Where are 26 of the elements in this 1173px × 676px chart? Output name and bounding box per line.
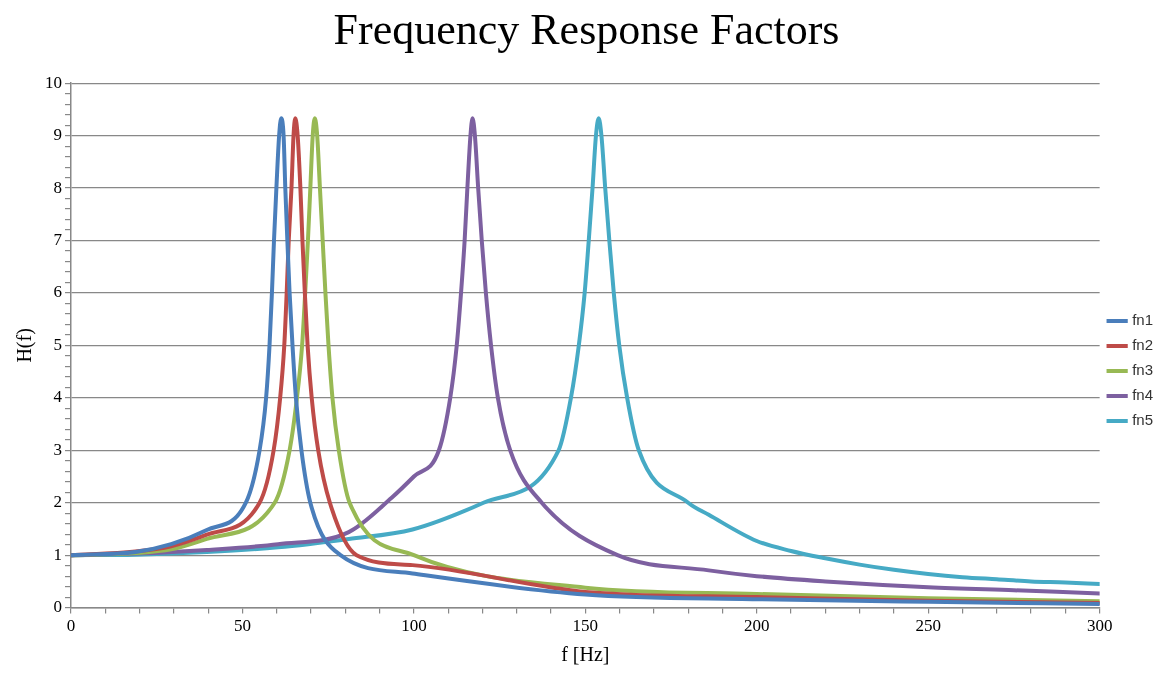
x-tick-label: 100	[401, 616, 427, 636]
x-tick-label: 150	[572, 616, 599, 636]
y-tick-label: 5	[53, 334, 62, 354]
x-tick-label: 250	[915, 616, 941, 636]
x-tick-label: 300	[1086, 616, 1113, 636]
y-tick-label: 6	[53, 282, 62, 302]
y-tick-label: 2	[53, 492, 62, 512]
x-tick-label: 50	[233, 616, 251, 636]
y-tick-label: 3	[53, 439, 62, 459]
legend-label: fn5	[1132, 411, 1154, 429]
y-tick-label: 1	[53, 544, 62, 564]
x-tick-label: 200	[744, 616, 770, 636]
legend-label: fn1	[1132, 311, 1154, 329]
x-tick-label: 0	[66, 616, 76, 636]
y-tick-label: 10	[45, 72, 62, 92]
y-tick-label: 0	[53, 597, 62, 617]
y-tick-label: 8	[53, 177, 62, 197]
legend-label: fn2	[1132, 336, 1154, 354]
y-tick-label: 7	[53, 229, 63, 249]
chart-title: Frequency Response Factors	[332, 4, 841, 55]
legend-label: fn3	[1132, 361, 1154, 379]
x-axis-title: f [Hz]	[561, 643, 610, 666]
legend-label: fn4	[1132, 386, 1154, 404]
y-tick-label: 4	[53, 387, 63, 407]
y-axis-title: H(f)	[13, 328, 37, 363]
y-tick-label: 9	[53, 125, 62, 145]
